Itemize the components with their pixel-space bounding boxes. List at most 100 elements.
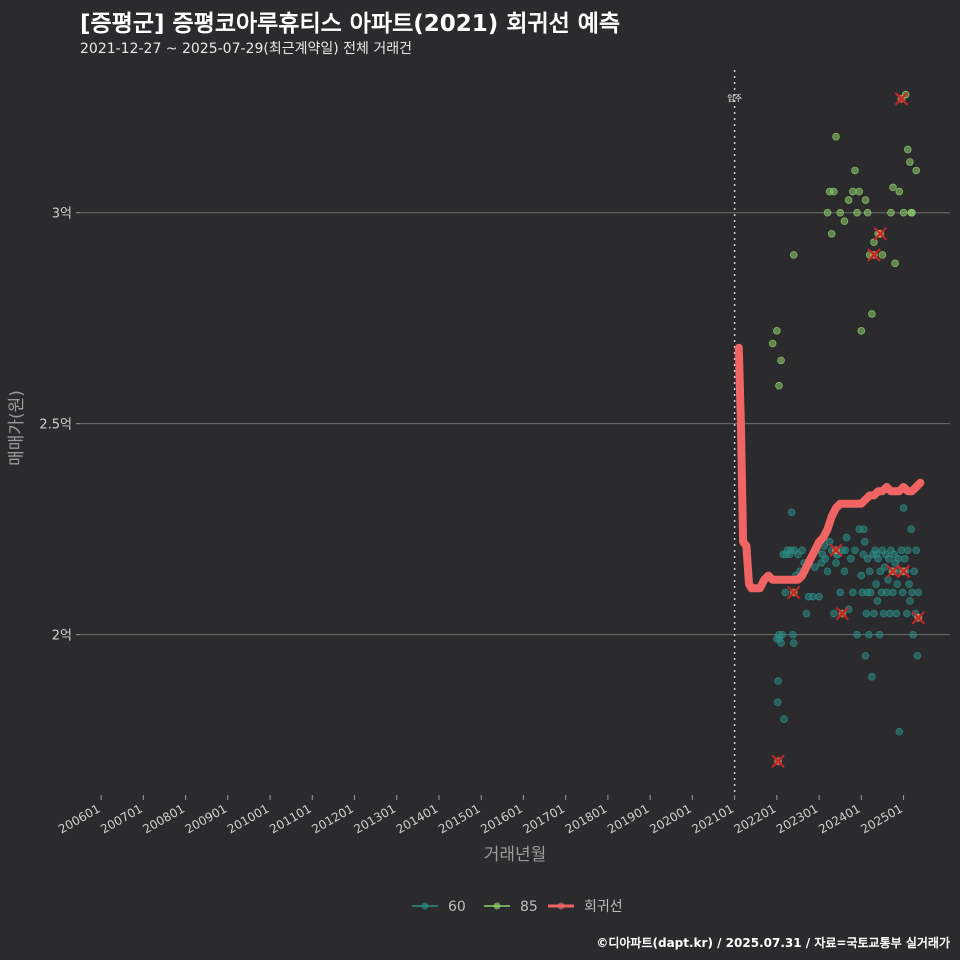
point-85 [857, 327, 866, 335]
point-60 [840, 567, 849, 576]
point-85 [853, 208, 861, 217]
x-tick-label: 200801 [140, 801, 187, 836]
point-85 [777, 356, 785, 365]
legend-label: 60 [448, 899, 466, 915]
legend-swatch-dot [557, 902, 565, 910]
point-60 [903, 546, 912, 555]
legend-item-60: 60 [412, 899, 466, 915]
x-tick-label: 201801 [563, 801, 610, 836]
x-tick-label: 201501 [436, 801, 483, 836]
point-60 [897, 546, 906, 555]
point-60 [894, 554, 903, 563]
outlier-marker [896, 564, 911, 579]
point-60 [905, 580, 913, 588]
point-60 [875, 630, 884, 639]
x-tick-label: 200901 [183, 801, 230, 836]
outlier-marker [867, 248, 881, 262]
x-axis-ticks: 2006012007012008012009012010012011012012… [56, 795, 905, 837]
y-axis-ticks: 2억 2.5억 3억 [39, 207, 80, 644]
point-60 [775, 630, 783, 639]
legend-item-85: 85 [484, 899, 538, 915]
point-85 [773, 327, 781, 335]
point-60 [836, 588, 844, 597]
point-60 [914, 588, 923, 597]
regression-line [734, 343, 925, 593]
point-60 [910, 567, 918, 576]
point-60 [880, 563, 889, 571]
source-caption: ©디아파트(dapt.kr) / 2025.07.31 / 자료=국토교통부 실… [596, 936, 950, 950]
point-60 [841, 546, 850, 555]
y-tick-label: 3억 [52, 207, 72, 222]
outlier-markers [771, 92, 926, 768]
point-60 [872, 580, 880, 588]
outlier-x-b [873, 227, 888, 241]
point-60 [889, 588, 897, 597]
move-in-line: 입주 [727, 70, 742, 795]
point-85 [912, 166, 921, 175]
grid-lines [80, 212, 950, 636]
outlier-x-b [867, 248, 881, 262]
outlier-x-b [894, 92, 909, 106]
point-60 [821, 554, 830, 563]
point-85 [907, 208, 915, 217]
point-60 [863, 554, 872, 563]
point-60 [865, 567, 874, 576]
point-60 [903, 609, 911, 618]
point-85 [899, 208, 908, 217]
point-60 [802, 609, 811, 618]
point-60 [873, 597, 882, 605]
chart-subtitle: 2021-12-27 ~ 2025-07-29(최근계약일) 전체 거래건 [80, 41, 412, 57]
point-60 [789, 639, 798, 647]
outlier-x-b [829, 543, 843, 557]
series-85-points [768, 90, 921, 390]
x-tick-label: 201901 [605, 801, 652, 836]
outlier-x-b [896, 564, 911, 579]
point-85 [868, 310, 876, 318]
point-60 [851, 546, 859, 555]
point-60 [849, 588, 857, 597]
point-60 [860, 538, 869, 546]
point-60 [863, 588, 872, 597]
point-60 [823, 567, 832, 576]
point-85 [849, 187, 857, 196]
point-85 [775, 381, 783, 390]
point-85 [855, 187, 863, 196]
point-85 [823, 208, 832, 217]
point-60 [862, 609, 871, 618]
point-60 [884, 554, 893, 563]
point-60 [861, 651, 870, 660]
point-60 [860, 525, 868, 533]
x-tick-label: 201101 [267, 801, 314, 836]
point-85 [832, 132, 840, 141]
point-60 [853, 630, 861, 639]
point-60 [779, 550, 787, 559]
legend-swatch-dot [421, 902, 429, 910]
point-60 [882, 588, 891, 597]
legend-swatch-dot [493, 902, 501, 910]
x-tick-label: 201001 [225, 801, 272, 836]
outlier-x-b [911, 611, 926, 625]
point-60 [790, 546, 799, 555]
x-tick-label: 200701 [98, 801, 145, 836]
x-tick-label: 201701 [521, 801, 568, 836]
point-85 [878, 251, 887, 259]
point-60 [780, 715, 788, 723]
y-axis-label: 매매가(원) [7, 390, 27, 466]
regression-path [734, 343, 925, 593]
point-85 [906, 158, 914, 166]
point-60 [908, 588, 916, 597]
x-tick-label: 201301 [352, 801, 399, 836]
point-60 [865, 630, 873, 639]
point-60 [872, 550, 881, 559]
x-tick-label: 201401 [394, 801, 441, 836]
x-tick-label: 200601 [56, 801, 103, 836]
point-60 [811, 563, 819, 571]
point-60 [892, 609, 901, 618]
point-85 [789, 251, 798, 259]
point-60 [774, 677, 782, 685]
point-85 [889, 183, 897, 192]
point-60 [870, 609, 878, 618]
outlier-marker [911, 611, 926, 625]
move-in-label: 입주 [727, 94, 742, 103]
point-60 [898, 588, 907, 597]
